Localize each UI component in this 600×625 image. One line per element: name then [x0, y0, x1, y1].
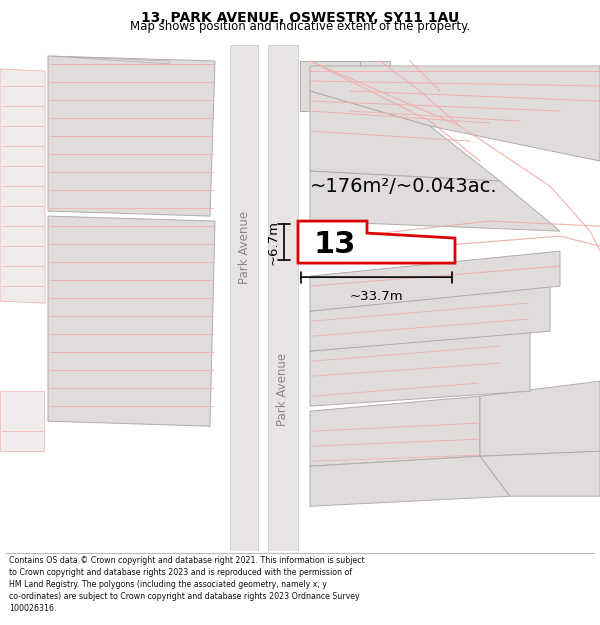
Polygon shape [480, 381, 600, 456]
Polygon shape [300, 61, 360, 111]
Text: ~33.7m: ~33.7m [350, 290, 403, 303]
Polygon shape [50, 56, 170, 64]
Polygon shape [310, 171, 560, 231]
Polygon shape [310, 456, 510, 506]
Polygon shape [310, 66, 600, 161]
Polygon shape [310, 286, 550, 351]
Text: Park Avenue: Park Avenue [277, 352, 290, 426]
Text: Map shows position and indicative extent of the property.: Map shows position and indicative extent… [130, 20, 470, 33]
Text: 13: 13 [314, 229, 356, 259]
Polygon shape [48, 56, 215, 216]
Polygon shape [310, 91, 500, 181]
Polygon shape [298, 221, 455, 263]
Polygon shape [310, 251, 560, 311]
Text: ~176m²/~0.043ac.: ~176m²/~0.043ac. [310, 177, 497, 196]
Text: Park Avenue: Park Avenue [238, 211, 251, 284]
Bar [230, 45, 258, 551]
Bar [268, 45, 298, 551]
Text: Contains OS data © Crown copyright and database right 2021. This information is : Contains OS data © Crown copyright and d… [9, 556, 365, 612]
Text: 13, PARK AVENUE, OSWESTRY, SY11 1AU: 13, PARK AVENUE, OSWESTRY, SY11 1AU [141, 11, 459, 25]
Polygon shape [48, 216, 215, 426]
Text: ~6.7m: ~6.7m [267, 219, 280, 264]
Polygon shape [0, 69, 45, 303]
Polygon shape [300, 61, 390, 111]
Polygon shape [310, 331, 530, 406]
Bar [0, 391, 44, 451]
Polygon shape [480, 451, 600, 496]
Polygon shape [310, 396, 480, 466]
